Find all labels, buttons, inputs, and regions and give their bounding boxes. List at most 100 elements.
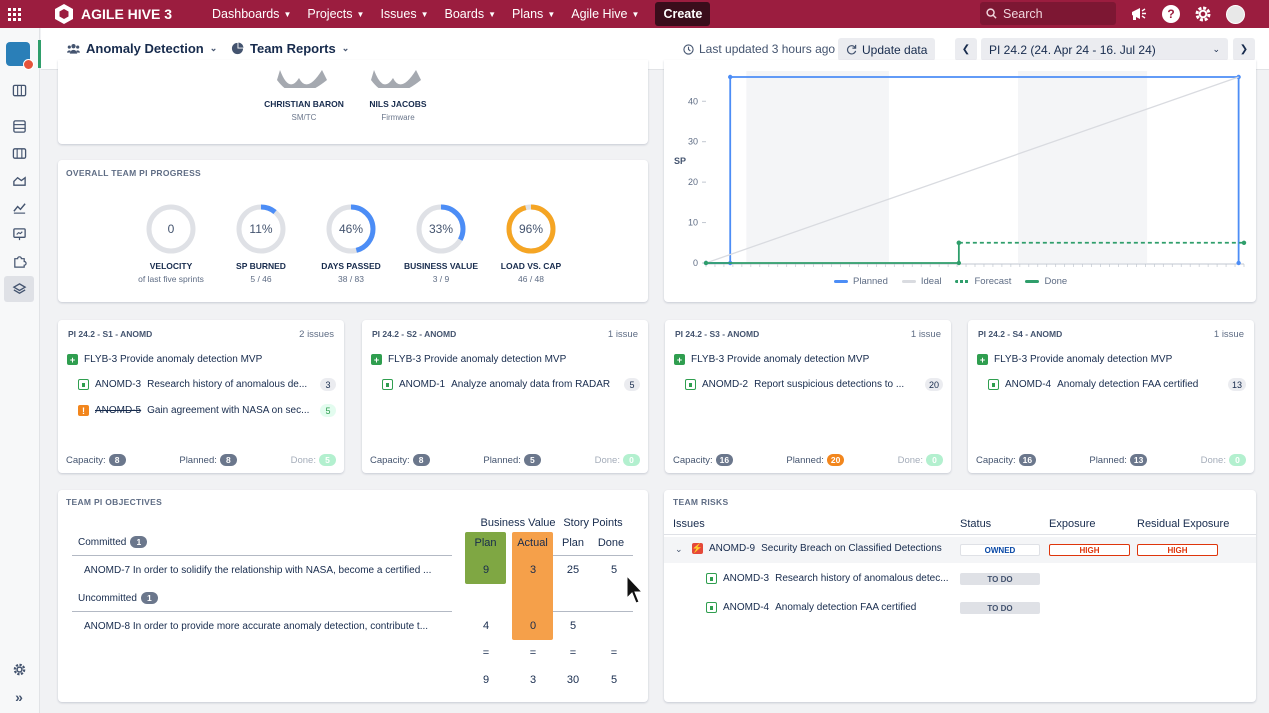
done-value: 0 (925, 454, 943, 466)
issue-row[interactable]: ANOMD-1 Analyze anomaly data from RADAR 5 (382, 378, 640, 391)
exposure-column-header: Exposure (1049, 518, 1096, 530)
menu-dashboards[interactable]: Dashboards ▼ (204, 0, 299, 28)
member-name: CHRISTIAN BARON (264, 99, 344, 109)
settings-gear-icon[interactable] (1194, 5, 1212, 23)
update-data-button[interactable]: Update data (838, 38, 936, 61)
sprint-card-s2: PI 24.2 - S2 - ANOMD 1 issue + FLYB-3 Provi… (362, 320, 648, 473)
next-pi-button[interactable]: ❯ (1233, 38, 1255, 61)
sprint-header: PI 24.2 - S1 - ANOMD 2 issues (68, 329, 334, 340)
equals-sign: = (482, 647, 490, 659)
legend-swatch (955, 280, 970, 283)
chevron-down-icon[interactable]: ⌄ (675, 544, 683, 554)
menu-label: Projects (307, 7, 353, 21)
brand-logo[interactable]: AGILE HIVE 3 (54, 3, 172, 25)
objective-row-anomd-8[interactable]: ANOMD-8 In order to provide more accurat… (84, 621, 429, 632)
sp-done-header: Done (597, 537, 625, 549)
member-nils-jacobs[interactable]: NILS JACOBS Firmware (343, 99, 453, 122)
issue-summary: Analyze anomaly data from RADAR (451, 379, 611, 390)
issue-row[interactable]: ANOMD-4 Anomaly detection FAA certified 13 (988, 378, 1246, 391)
epic-row[interactable]: + FLYB-3 Provide anomaly detection MVP (977, 354, 1172, 365)
progress-ring-load-vs-cap: 96% LOAD VS. CAP 46 / 48 (491, 202, 571, 284)
planned-label: Planned: (1089, 454, 1127, 466)
search-input[interactable]: Search (980, 2, 1116, 25)
issue-key: ANOMD-3 (95, 379, 142, 390)
legend-planned[interactable]: Planned (834, 276, 888, 287)
puzzle-icon[interactable] (10, 253, 28, 269)
linked-issue-anomd-3[interactable]: ANOMD-3 Research history of anomalous de… (706, 573, 949, 584)
presentation-icon[interactable] (10, 226, 28, 242)
divider (72, 611, 452, 612)
legend-forecast[interactable]: Forecast (955, 276, 1011, 287)
sp-plan-value: 25 (566, 564, 580, 576)
team-selector[interactable]: Anomaly Detection ⌄ (67, 41, 217, 56)
objective-row-anomd-7[interactable]: ANOMD-7 In order to solidify the relatio… (84, 565, 432, 576)
bv-actual-value: 0 (529, 620, 537, 632)
reports-chart-icon[interactable] (10, 199, 28, 215)
menu-projects[interactable]: Projects ▼ (299, 0, 372, 28)
team-pi-objectives-card: TEAM PI OBJECTIVES Business Value Story … (58, 490, 648, 702)
previous-pi-button[interactable]: ❮ (955, 38, 977, 61)
sprint-card-s3: PI 24.2 - S3 - ANOMD 1 issue + FLYB-3 Provi… (665, 320, 951, 473)
backlog-icon[interactable] (10, 118, 28, 134)
project-avatar[interactable] (6, 42, 34, 70)
pi-selector[interactable]: PI 24.2 (24. Apr 24 - 16. Jul 24) ⌄ (981, 38, 1228, 61)
epic-title: FLYB-3 Provide anomaly detection MVP (691, 354, 870, 365)
done-label: Done: (290, 454, 316, 466)
epic-row[interactable]: + FLYB-3 Provide anomaly detection MVP (371, 354, 566, 365)
issue-key: ANOMD-1 (399, 379, 446, 390)
issue-summary: Anomaly detection FAA certified (775, 602, 917, 613)
board-icon[interactable] (10, 82, 28, 98)
progress-ring-business-value: 33% BUSINESS VALUE 3 / 9 (401, 202, 481, 284)
y-tick-label: 40 (688, 96, 698, 106)
epic-row[interactable]: + FLYB-3 Provide anomaly detection MVP (674, 354, 869, 365)
total-bv-plan: 9 (482, 674, 490, 686)
member-christian-baron[interactable]: CHRISTIAN BARON SM/TC (249, 99, 359, 122)
roadmap-icon[interactable] (10, 172, 28, 188)
improvement-icon: ! (78, 405, 89, 416)
total-sp-done: 5 (610, 674, 618, 686)
layers-icon[interactable] (10, 281, 28, 297)
issue-row[interactable]: ANOMD-2 Report suspicious detections to .… (685, 378, 943, 391)
issue-row[interactable]: ANOMD-3 Research history of anomalous de.… (78, 378, 336, 391)
chevron-down-icon: ⌄ (1212, 44, 1220, 54)
left-sidebar: » (0, 28, 41, 713)
story-icon (685, 379, 696, 390)
menu-issues[interactable]: Issues ▼ (372, 0, 436, 28)
epic-row[interactable]: + FLYB-3 Provide anomaly detection MVP (67, 354, 262, 365)
status-badge: TO DO (960, 573, 1040, 585)
view-name: Team Reports (250, 41, 336, 56)
legend-ideal[interactable]: Ideal (901, 276, 941, 287)
sp-plan-value: 5 (569, 620, 577, 632)
view-selector[interactable]: Team Reports ⌄ (231, 41, 349, 56)
sprint-card-s4: PI 24.2 - S4 - ANOMD 1 issue + FLYB-3 Provi… (968, 320, 1254, 473)
legend-done[interactable]: Done (1025, 276, 1067, 287)
ring-value: 96% (519, 222, 543, 236)
menu-plans[interactable]: Plans ▼ (504, 0, 563, 28)
notifications-icon[interactable] (1130, 6, 1148, 22)
expand-sidebar-icon[interactable]: » (15, 689, 23, 705)
sp-done-value: 5 (610, 564, 618, 576)
menu-agile-hive[interactable]: Agile Hive ▼ (563, 0, 647, 28)
y-tick-label: 0 (693, 258, 698, 268)
sprint-card-s1: PI 24.2 - S1 - ANOMD 2 issues + FLYB-3 Prov… (58, 320, 344, 473)
planned-stat: Planned: 5 (483, 454, 541, 466)
menu-boards[interactable]: Boards ▼ (437, 0, 505, 28)
create-button[interactable]: Create (655, 2, 711, 26)
planned-stat: Planned: 13 (1089, 454, 1148, 466)
sprint-band (1018, 71, 1148, 263)
chevron-left-icon: ❮ (961, 44, 971, 55)
ring-gauge: 11% (236, 204, 286, 254)
risk-issue[interactable]: ⚡ ANOMD-9 Security Breach on Classified … (692, 543, 942, 554)
user-avatar[interactable] (1226, 4, 1245, 24)
bv-plan-value: 4 (482, 620, 490, 632)
series-point-forecast (1241, 240, 1247, 245)
app-switcher-icon[interactable] (0, 0, 28, 28)
menu-label: Plans (512, 7, 544, 21)
columns-icon[interactable] (10, 145, 28, 161)
help-icon[interactable]: ? (1162, 5, 1180, 23)
issue-key: ANOMD-4 (723, 602, 770, 613)
report-header: Anomaly Detection ⌄ Team Reports ⌄ Last … (41, 28, 1269, 70)
issue-row[interactable]: ! ANOMD-5 Gain agreement with NASA on sec.… (78, 404, 336, 417)
settings-icon[interactable] (10, 661, 28, 677)
linked-issue-anomd-4[interactable]: ANOMD-4 Anomaly detection FAA certified (706, 602, 916, 613)
